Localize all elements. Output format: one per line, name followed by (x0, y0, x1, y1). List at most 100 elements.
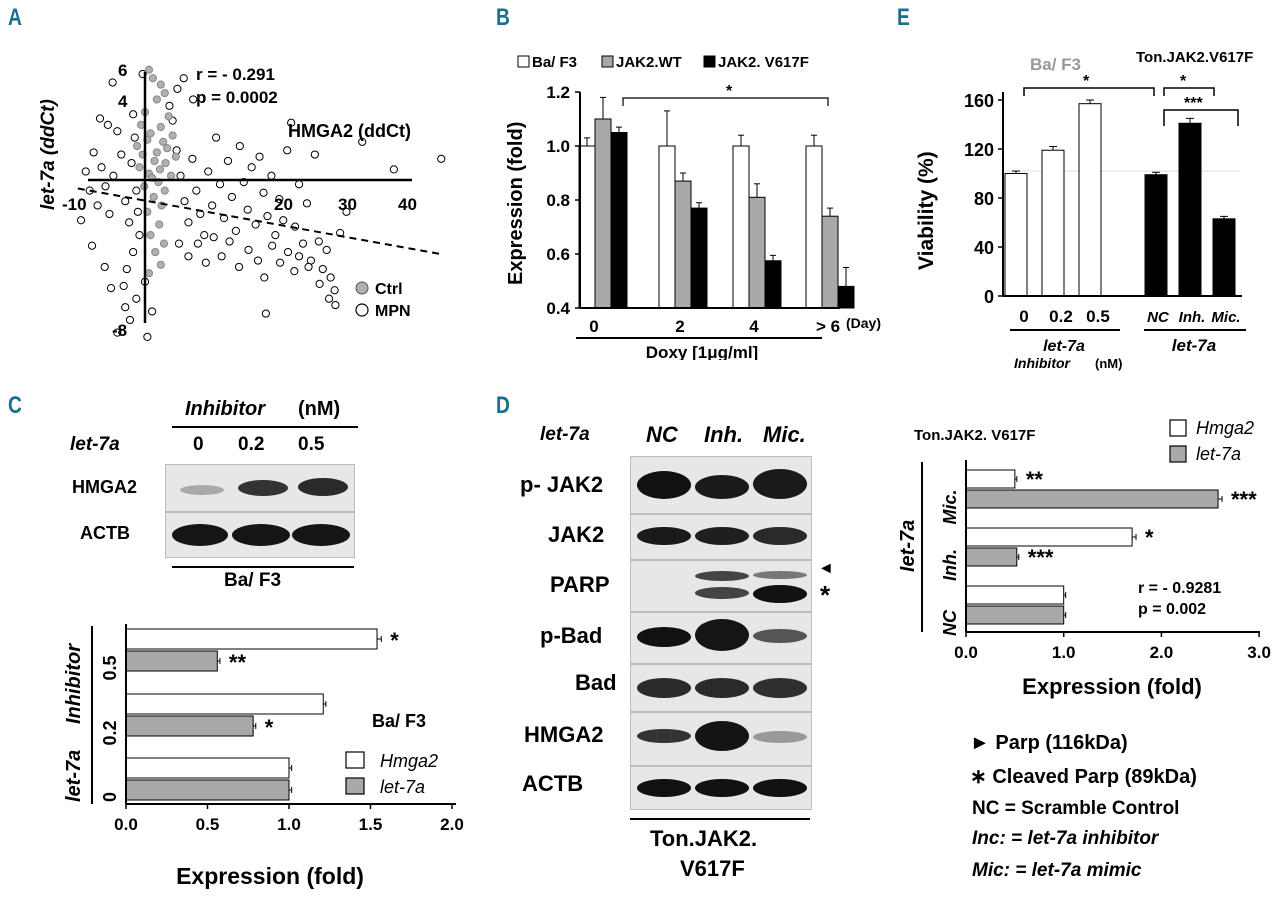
a-point-ctrl-1 (148, 74, 157, 83)
a-point-mpn-29 (180, 197, 189, 206)
a-point-mpn-103 (95, 114, 105, 123)
a-point-mpn-42 (223, 156, 233, 166)
a-point-mpn-22 (125, 315, 135, 325)
e-bar-1-1 (1178, 122, 1202, 297)
a-point-mpn-19 (122, 264, 131, 274)
a-point-mpn-72 (331, 300, 340, 310)
a-point-mpn-85 (217, 252, 226, 261)
panel-letter-d: D (496, 392, 510, 419)
e-bar-1-2 (1212, 218, 1236, 297)
a-point-mpn-11 (93, 201, 102, 210)
e-bar-1-0 (1144, 174, 1168, 297)
blot-d-parp-marker-cleaved: * (820, 580, 831, 610)
a-point-mpn-98 (148, 307, 157, 316)
a-point-ctrl-35 (156, 260, 165, 269)
d-r-stat: r = - 0.9281 (1138, 580, 1221, 597)
a-point-mpn-61 (298, 239, 308, 248)
a-point-ctrl-13 (133, 141, 142, 151)
a-point-mpn-71 (324, 294, 334, 303)
b-bar-1-0 (594, 118, 612, 309)
a-point-mpn-48 (247, 163, 256, 172)
a-point-ctrl-7 (136, 120, 146, 129)
c-bars-mark-0-0: * (390, 628, 399, 653)
a-point-mpn-8 (121, 197, 130, 206)
c-ylabel-sub: Inhibitor (63, 643, 85, 724)
a-point-ctrl-19 (161, 158, 170, 168)
a-point-ctrl-31 (155, 220, 164, 229)
a-point-mpn-58 (287, 118, 296, 127)
a-point-mpn-33 (192, 186, 201, 195)
a-point-mpn-16 (133, 207, 142, 216)
a-xtick-40: 40 (398, 195, 417, 214)
b-significance-mark: * (726, 83, 733, 100)
a-point-ctrl-0 (144, 65, 154, 74)
b-y-axis-label: Expression (fold) (505, 122, 527, 285)
a-point-mpn-66 (314, 237, 323, 246)
e-sig-inh: * (1180, 73, 1187, 90)
blot-d-strip-pjak2 (630, 456, 812, 514)
d-bars-bar-1-2 (965, 605, 1065, 625)
a-point-mpn-69 (326, 273, 335, 282)
c-bars-category-1: 0.2 (100, 720, 120, 745)
c-bars-bar-0-0 (125, 628, 378, 650)
a-point-ctrl-14 (163, 144, 172, 153)
b-bar-2-0 (610, 132, 628, 309)
e-xtick-label-0-0: 0 (1019, 307, 1028, 326)
e-xtick-label-0-2: 0.5 (1086, 307, 1110, 326)
a-point-mpn-21 (132, 294, 141, 303)
a-point-mpn-99 (103, 120, 112, 129)
blot-d-footer-line (630, 818, 810, 820)
b-bar-0-1 (658, 145, 676, 309)
panel-letter-b: B (496, 4, 510, 31)
c-legend-swatch-hmga2 (345, 751, 365, 769)
a-point-mpn-84 (225, 237, 234, 246)
a-y-axis-label: let-7a (ddCt) (38, 99, 59, 210)
a-legend-marker-ctrl (355, 281, 369, 295)
a-point-ctrl-9 (146, 129, 155, 138)
blot-d-row-pbad: p-Bad (540, 623, 603, 648)
a-point-mpn-23 (113, 328, 122, 337)
a-point-ctrl-27 (160, 186, 169, 195)
a-point-ctrl-8 (156, 122, 165, 132)
a-point-ctrl-23 (166, 171, 176, 180)
e-ytick-label-4: 160 (964, 91, 994, 111)
c-bars-mark-1-1: * (265, 715, 274, 740)
blot-d-row-pjak2: p- JAK2 (520, 472, 604, 497)
e-ytick-label-3: 120 (964, 140, 994, 160)
a-point-mpn-2 (97, 163, 106, 172)
a-point-mpn-1 (89, 148, 98, 157)
a-point-mpn-93 (358, 137, 367, 146)
hbar-chart-d: ********* 0.0 1.0 2.0 3.0 Mic.Inh.NC let-7a… (900, 418, 1271, 699)
a-point-mpn-104 (76, 216, 86, 225)
c-bars-bar-0-2 (125, 757, 290, 779)
a-point-mpn-47 (243, 205, 252, 214)
a-point-mpn-17 (135, 231, 144, 240)
a-point-mpn-77 (275, 258, 285, 267)
e-sig-mic: *** (1184, 95, 1203, 112)
a-point-mpn-3 (101, 182, 110, 191)
d-bars-bar-0-1 (965, 527, 1133, 547)
b-legend-swatch-jak2wt (601, 55, 614, 68)
note-parp: ► Parp (116kDa) (970, 732, 1128, 754)
b-significance-bracket (622, 97, 829, 106)
blot-d-parp-marker-full: ◄ (818, 560, 834, 577)
blot-c-header-line (172, 426, 358, 428)
a-point-mpn-28 (176, 171, 185, 180)
a-x-axis-label: HMGA2 (ddCt) (288, 121, 411, 141)
b-legend-label-baf3: Ba/ F3 (532, 54, 577, 71)
c-bars-bar-1-2 (125, 779, 290, 801)
a-point-mpn-101 (108, 78, 117, 87)
blot-d-strip-jak2 (630, 514, 812, 560)
b-bar-1-3 (821, 215, 839, 309)
a-point-mpn-39 (212, 133, 221, 142)
panel-letter-a: A (8, 4, 22, 31)
blot-d-row-jak2: JAK2 (548, 522, 605, 547)
b-ytick-label-4: 1.2 (546, 83, 570, 102)
d-legend-swatch-let7a (1169, 445, 1187, 463)
a-ytick-4: 4 (118, 92, 128, 111)
blot-d-strip-parp (630, 560, 812, 612)
panel-letter-e: E (897, 4, 910, 31)
a-point-mpn-38 (208, 201, 217, 210)
a-xtick-30: 30 (338, 195, 357, 214)
a-point-mpn-60 (294, 180, 304, 189)
